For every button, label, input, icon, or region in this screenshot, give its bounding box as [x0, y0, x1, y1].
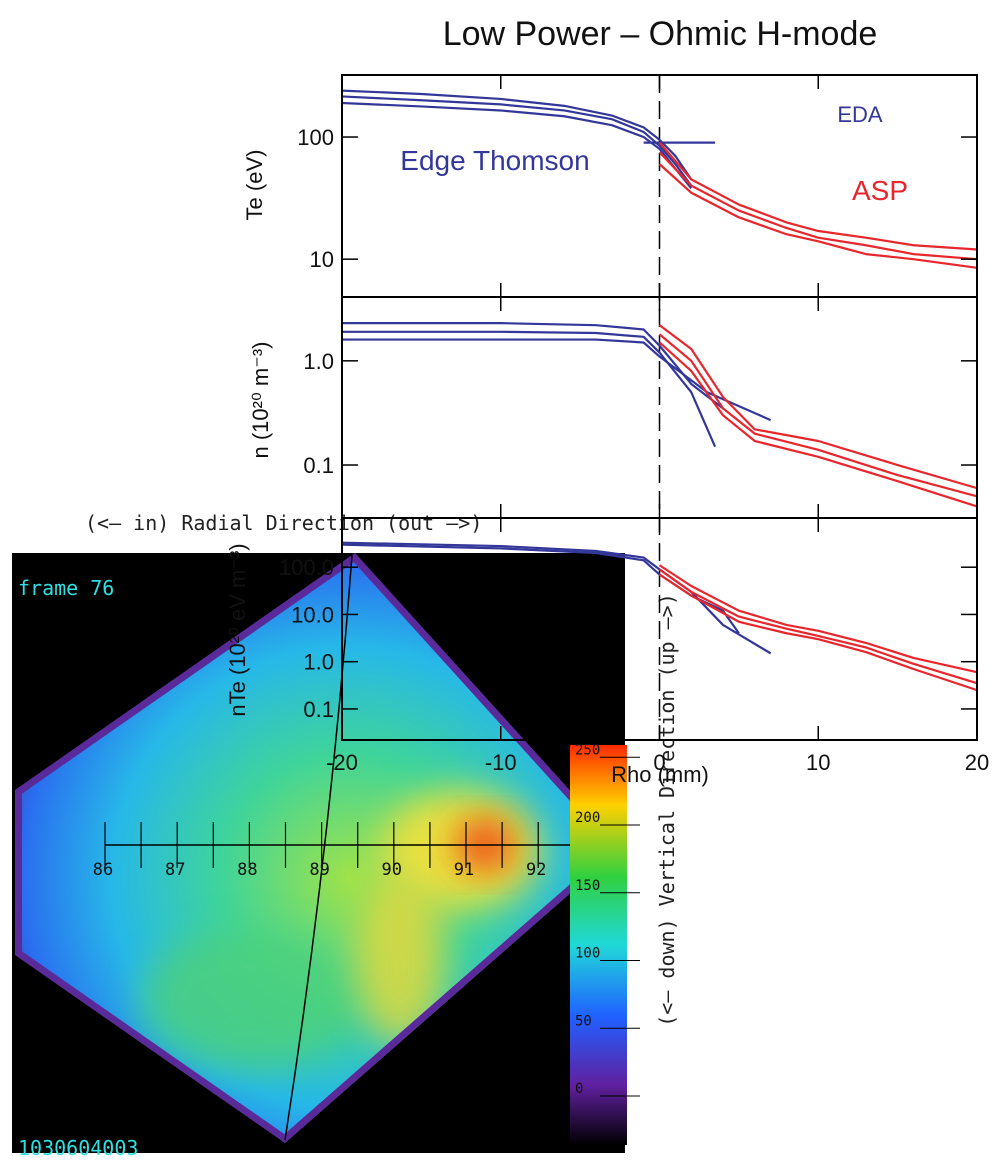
- y-tick-label: 0.1: [303, 453, 334, 478]
- ruler-label: 91: [454, 860, 474, 880]
- ruler-label: 86: [93, 860, 113, 880]
- ruler-label: 88: [237, 860, 257, 880]
- shot-number: 1030604003: [18, 1136, 138, 1160]
- separatrix: [284, 554, 353, 1141]
- radial-direction-label: (<– in) Radial Direction (out –>): [85, 511, 482, 535]
- colorbar-label: 250: [575, 742, 600, 758]
- y-tick-label: 1.0: [303, 349, 334, 374]
- colorbar-label: 50: [575, 1013, 592, 1029]
- chart-title: Low Power – Ohmic H-mode: [443, 15, 878, 53]
- annotation: ASP: [852, 175, 908, 206]
- data-line: [658, 341, 978, 508]
- data-line: [341, 541, 772, 655]
- y-axis-label: n (10²⁰ m⁻³): [248, 342, 273, 459]
- y-tick-label: 10: [310, 247, 334, 272]
- x-tick-label: 20: [965, 750, 989, 775]
- ruler-label: 87: [165, 860, 185, 880]
- y-tick-label: 100: [297, 125, 334, 150]
- y-tick-label: 10.0: [291, 602, 334, 627]
- x-tick-label: -10: [485, 750, 517, 775]
- ruler-label: 89: [309, 860, 329, 880]
- colorbar-label: 0: [575, 1081, 583, 1097]
- data-line: [341, 95, 693, 187]
- data-line: [658, 333, 978, 498]
- data-line: [341, 89, 693, 180]
- x-axis-label: Rho (mm): [611, 762, 709, 787]
- y-axis-label: Te (eV): [242, 150, 267, 221]
- y-tick-label: 1.0: [303, 650, 334, 675]
- annotation: Edge Thomson: [400, 145, 589, 176]
- colorbar-label: 100: [575, 946, 600, 962]
- ruler-label: 90: [382, 860, 402, 880]
- y-tick-label: 100.0: [279, 555, 334, 580]
- data-line: [342, 322, 724, 410]
- y-axis-label: nTe (10²⁰ eV m⁻³): [225, 543, 250, 716]
- data-line: [658, 568, 978, 685]
- data-line: [658, 573, 978, 692]
- data-line: [658, 163, 978, 269]
- data-line: [658, 141, 978, 251]
- x-tick-label: 0: [653, 750, 665, 775]
- emission-blob: [140, 930, 360, 1070]
- colorbar-label: 200: [575, 810, 600, 826]
- x-tick-label: -20: [326, 750, 358, 775]
- emission-blob: [355, 875, 445, 1045]
- ruler-label: 92: [526, 860, 546, 880]
- camera-image: frame 76 1030604003 86 87 88 89 90 91 92 250 200…: [12, 553, 640, 1160]
- y-tick-label: 0.1: [303, 697, 334, 722]
- frame-label: frame 76: [18, 576, 114, 600]
- x-tick-label: 10: [806, 750, 830, 775]
- data-line: [342, 330, 717, 448]
- data-line: [658, 324, 978, 490]
- vertical-direction-label: (<– down) Vertical Direction (up –>): [655, 593, 679, 1026]
- colorbar: [570, 745, 627, 1145]
- annotation: EDA: [837, 102, 883, 127]
- data-line: [341, 543, 740, 634]
- colorbar-label: 150: [575, 878, 600, 894]
- data-line: [658, 151, 978, 261]
- data-line: [658, 564, 978, 674]
